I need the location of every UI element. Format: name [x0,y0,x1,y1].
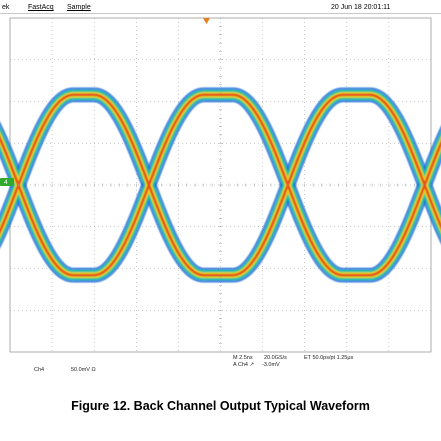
figure-caption: Figure 12. Back Channel Output Typical W… [71,399,370,413]
horizontal-scale-readout[interactable]: M 2.5ns [233,355,253,361]
trigger-readout[interactable]: A Ch4 ↗ [233,362,255,368]
trigger-position-marker[interactable] [203,18,210,24]
acquisition-mode-menu[interactable]: FastAcq [28,4,54,11]
sample-mode-menu[interactable]: Sample [67,4,91,11]
channel-readout[interactable]: Ch4 [34,367,45,373]
app-label: ek [2,4,10,11]
equivalent-time-readout: ET 50.0ps/pt 1.25μs [304,355,354,361]
eye-trace-segment [369,140,441,277]
eye-diagram-waveform [0,87,441,283]
channel-marker-label: 4 [4,179,8,186]
vertical-scale-readout[interactable]: 50.0mV Ω [71,367,96,373]
oscilloscope-display: 4 [0,17,441,353]
timestamp: 20 Jun 18 20:01:11 [331,4,391,11]
eye-trace-segment [94,93,204,277]
sample-rate-readout: 20.0GS/s [264,355,287,361]
trigger-level-readout[interactable]: -3.0mV [262,362,280,368]
status-bar: ek FastAcq Sample 20 Jun 18 20:01:11 [0,0,441,14]
center-axis-ticks [9,17,432,353]
status-divider [0,13,441,14]
channel-4-marker[interactable]: 4 [0,178,14,186]
